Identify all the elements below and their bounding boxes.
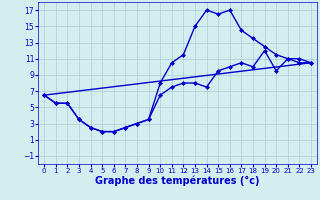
X-axis label: Graphe des températures (°c): Graphe des températures (°c) (95, 176, 260, 186)
